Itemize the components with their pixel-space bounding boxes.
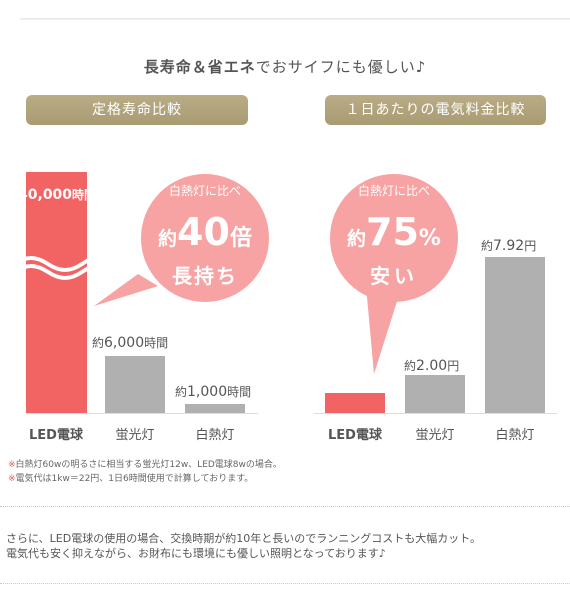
left-callout-top: 白熱灯に比べ [168, 184, 241, 198]
axis-break-icon [12, 256, 102, 280]
description-line-1: さらに、LED電球の使用の場合、交換時期が約10年と長いのでランニングコストも大… [6, 532, 481, 545]
left-callout-bottom: 長持ち [172, 264, 238, 288]
headline-bold: 長寿命＆省エネ [143, 58, 256, 76]
bar-fluorescent-cost [405, 375, 465, 413]
footnote-2: ※電気代は1kw＝22円、1日6時間使用で計算しております。 [8, 474, 254, 484]
bar-fluorescent-lifetime-label: 約6,000時間 [92, 335, 169, 351]
bar-led-cost-label: 約1.05円 [321, 376, 380, 392]
bar-incandescent-lifetime-label: 約1,000時間 [175, 384, 252, 400]
bar-fluorescent-cost-label: 約2.00円 [404, 358, 460, 374]
footnote-1: ※白熱灯60wの明るさに相当する蛍光灯12w、LED電球8wの場合。 [8, 460, 282, 470]
left-category-led: LED電球 [29, 428, 83, 443]
left-callout-main: 約40倍 [158, 210, 252, 254]
left-category-incandescent: 白熱灯 [195, 428, 235, 443]
bar-led-lifetime [26, 172, 87, 413]
right-category-led: LED電球 [328, 428, 382, 443]
section-divider [0, 506, 570, 507]
headline-rest: でおサイフにも優しい♪ [255, 58, 427, 76]
headline: 長寿命＆省エネでおサイフにも優しい♪ [0, 56, 570, 77]
bar-incandescent-cost [485, 257, 545, 413]
left-panel-title: 定格寿命比較 [26, 95, 248, 125]
top-divider [20, 18, 570, 20]
right-category-incandescent: 白熱灯 [495, 428, 535, 443]
right-panel-title: １日あたりの電気料金比較 [325, 95, 546, 125]
bar-fluorescent-lifetime [105, 356, 165, 413]
bar-led-lifetime-label: 約40,000時間 [6, 187, 97, 203]
right-callout-bubble [330, 174, 458, 374]
right-category-fluorescent: 蛍光灯 [415, 428, 455, 443]
right-chart-baseline [314, 413, 557, 414]
left-callout-bubble [94, 174, 269, 306]
bar-led-cost [325, 393, 385, 413]
right-callout-bottom: 安い [370, 264, 418, 288]
left-category-fluorescent: 蛍光灯 [115, 428, 155, 443]
bar-incandescent-cost-label: 約7.92円 [481, 238, 537, 254]
right-callout-top: 白熱灯に比べ [357, 184, 430, 198]
bar-incandescent-lifetime [185, 404, 245, 413]
right-callout-main: 約75% [347, 210, 441, 254]
description-line-2: 電気代も安く抑えながら、お財布にも環境にも優しい照明となっております♪ [6, 547, 386, 560]
bottom-divider [0, 583, 570, 584]
left-chart-baseline [26, 413, 258, 414]
description-paragraph: さらに、LED電球の使用の場合、交換時期が約10年と長いのでランニングコストも大… [6, 531, 481, 561]
